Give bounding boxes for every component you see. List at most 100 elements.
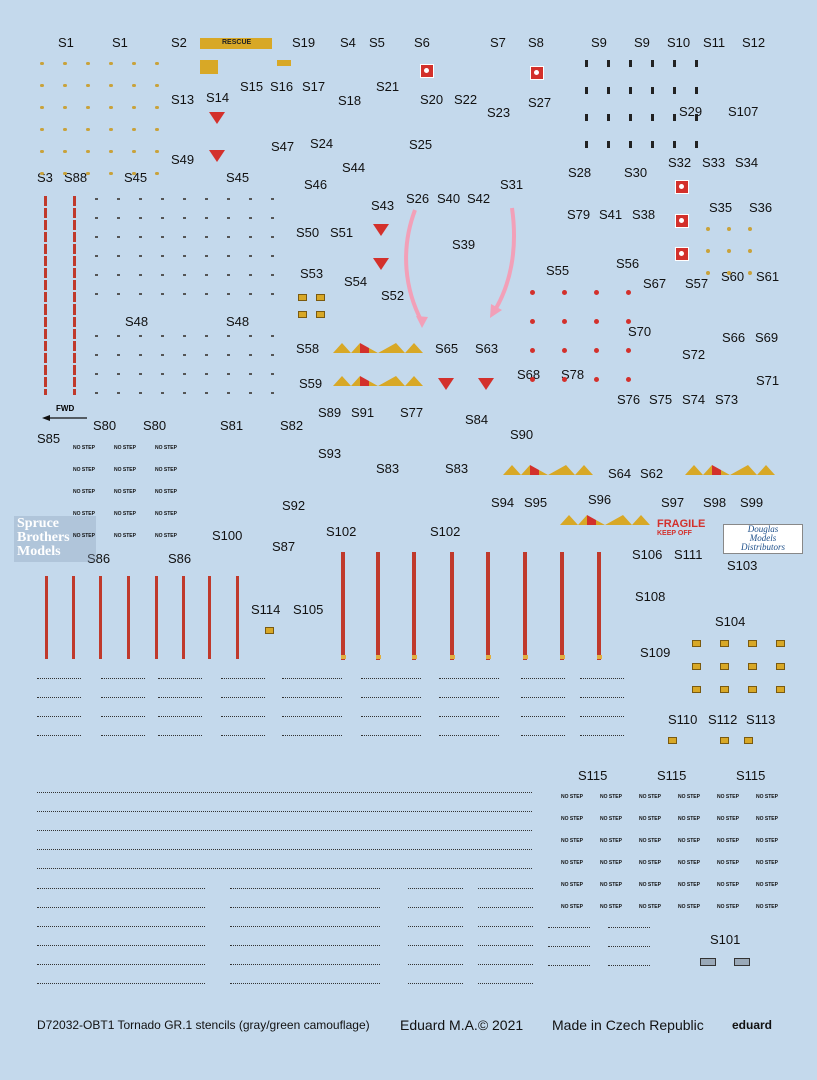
decal-number-label: S54	[344, 274, 368, 289]
grid-dot-decal	[205, 373, 208, 375]
grid-dot-decal	[271, 335, 274, 337]
keep-off-text: KEEP OFF	[657, 530, 692, 537]
s1-dot-decal	[40, 128, 44, 131]
decal-number-label: S91	[351, 405, 375, 420]
grid-dot-decal	[227, 335, 230, 337]
s2-yellow-block	[200, 60, 218, 74]
decal-number-label: S115	[736, 768, 766, 783]
decal-number-label: S23	[487, 105, 511, 120]
black-marker-decal	[585, 60, 588, 67]
decal-number-label: S104	[715, 614, 746, 629]
no-step-decal: NO STEP	[639, 838, 661, 844]
spruce-brothers-watermark: Spruce Brothers Models	[14, 516, 96, 562]
dotted-line-decal	[478, 926, 533, 927]
dotted-line-decal	[580, 735, 624, 736]
s1-dot-decal	[109, 172, 113, 175]
decal-number-label: S5	[369, 35, 385, 50]
black-marker-decal	[629, 60, 632, 67]
grid-dot-decal	[139, 392, 142, 394]
no-step-decal: NO STEP	[717, 904, 739, 910]
decal-number-label: S1	[112, 35, 128, 50]
dotted-line-decal	[361, 716, 421, 717]
decal-number-label: S107	[728, 104, 759, 119]
s1-dot-decal	[132, 84, 136, 87]
s86-red-bar-decal	[182, 576, 185, 659]
grid-dot-decal	[271, 236, 274, 238]
decal-number-label: S75	[649, 392, 673, 407]
s104-yellow-decal	[776, 640, 785, 647]
decal-number-label: S71	[756, 373, 780, 388]
grid-dot-decal	[271, 274, 274, 276]
no-step-decal: NO STEP	[73, 445, 95, 451]
red-triangle-decal	[478, 378, 494, 390]
dotted-line-decal	[282, 735, 342, 736]
s104-yellow-decal	[692, 663, 701, 670]
black-marker-decal	[695, 141, 698, 148]
dotted-line-decal	[101, 678, 145, 679]
decal-number-label: S77	[400, 405, 424, 420]
decal-number-label: S7	[490, 35, 506, 50]
no-step-decal: NO STEP	[756, 838, 778, 844]
grid-dot-decal	[249, 217, 252, 219]
decal-number-label: S64	[608, 466, 632, 481]
fragile-text: FRAGILE	[657, 518, 706, 530]
no-step-decal: NO STEP	[73, 511, 95, 517]
no-step-decal: NO STEP	[756, 860, 778, 866]
grid-dot-decal	[205, 217, 208, 219]
no-step-decal: NO STEP	[73, 489, 95, 495]
grid-dot-decal	[205, 236, 208, 238]
grid-dot-decal	[139, 217, 142, 219]
grid-dot-decal	[161, 293, 164, 295]
decal-number-label: S59	[299, 376, 323, 391]
s55-red-dot-decal	[562, 319, 567, 324]
dotted-line-decal	[408, 964, 463, 965]
s1-dot-decal	[155, 84, 159, 87]
dotted-line-decal	[408, 907, 463, 908]
decal-number-label: S9	[634, 35, 650, 50]
decal-number-label: S60	[721, 269, 745, 284]
decal-number-label: S114	[251, 602, 281, 617]
grid-dot-decal	[271, 293, 274, 295]
no-step-decal: NO STEP	[73, 467, 95, 473]
dotted-line-decal	[230, 907, 380, 908]
grid-dot-decal	[95, 255, 98, 257]
decal-number-label: S48	[125, 314, 149, 329]
s1-dot-decal	[86, 62, 90, 65]
decal-number-label: S96	[588, 492, 612, 507]
decal-number-label: S81	[220, 418, 244, 433]
s1-dot-decal	[132, 62, 136, 65]
grid-dot-decal	[271, 373, 274, 375]
grid-dot-decal	[183, 198, 186, 200]
s55-red-dot-decal	[562, 290, 567, 295]
grid-dot-decal	[227, 354, 230, 356]
grid-dot-decal	[161, 236, 164, 238]
dotted-line-decal	[282, 716, 342, 717]
s104-yellow-decal	[748, 663, 757, 670]
grid-dot-decal	[227, 373, 230, 375]
s1-dot-decal	[132, 172, 136, 175]
decal-number-label: S44	[342, 160, 366, 175]
no-step-decal: NO STEP	[155, 445, 177, 451]
grid-dot-decal	[227, 255, 230, 257]
s1-dot-decal	[132, 150, 136, 153]
dotted-line-decal	[521, 735, 565, 736]
grid-dot-decal	[183, 335, 186, 337]
decal-number-label: S6	[414, 35, 430, 50]
no-step-decal: NO STEP	[678, 860, 700, 866]
no-step-decal: NO STEP	[600, 838, 622, 844]
decal-number-label: S68	[517, 367, 541, 382]
s55-red-dot-decal	[530, 290, 535, 295]
red-square-decal	[530, 66, 544, 80]
chevron-decal	[560, 515, 650, 525]
dotted-line-decal	[361, 697, 421, 698]
s1-dot-decal	[40, 150, 44, 153]
black-marker-decal	[585, 141, 588, 148]
no-step-decal: NO STEP	[561, 816, 583, 822]
no-step-decal: NO STEP	[114, 445, 136, 451]
yellow-stencil-decal	[316, 311, 325, 318]
s35-dot-decal	[727, 227, 731, 231]
decal-number-label: S27	[528, 95, 552, 110]
decal-number-label: S28	[568, 165, 592, 180]
bar-tip-decal	[523, 655, 528, 659]
decal-number-label: S2	[171, 35, 187, 50]
